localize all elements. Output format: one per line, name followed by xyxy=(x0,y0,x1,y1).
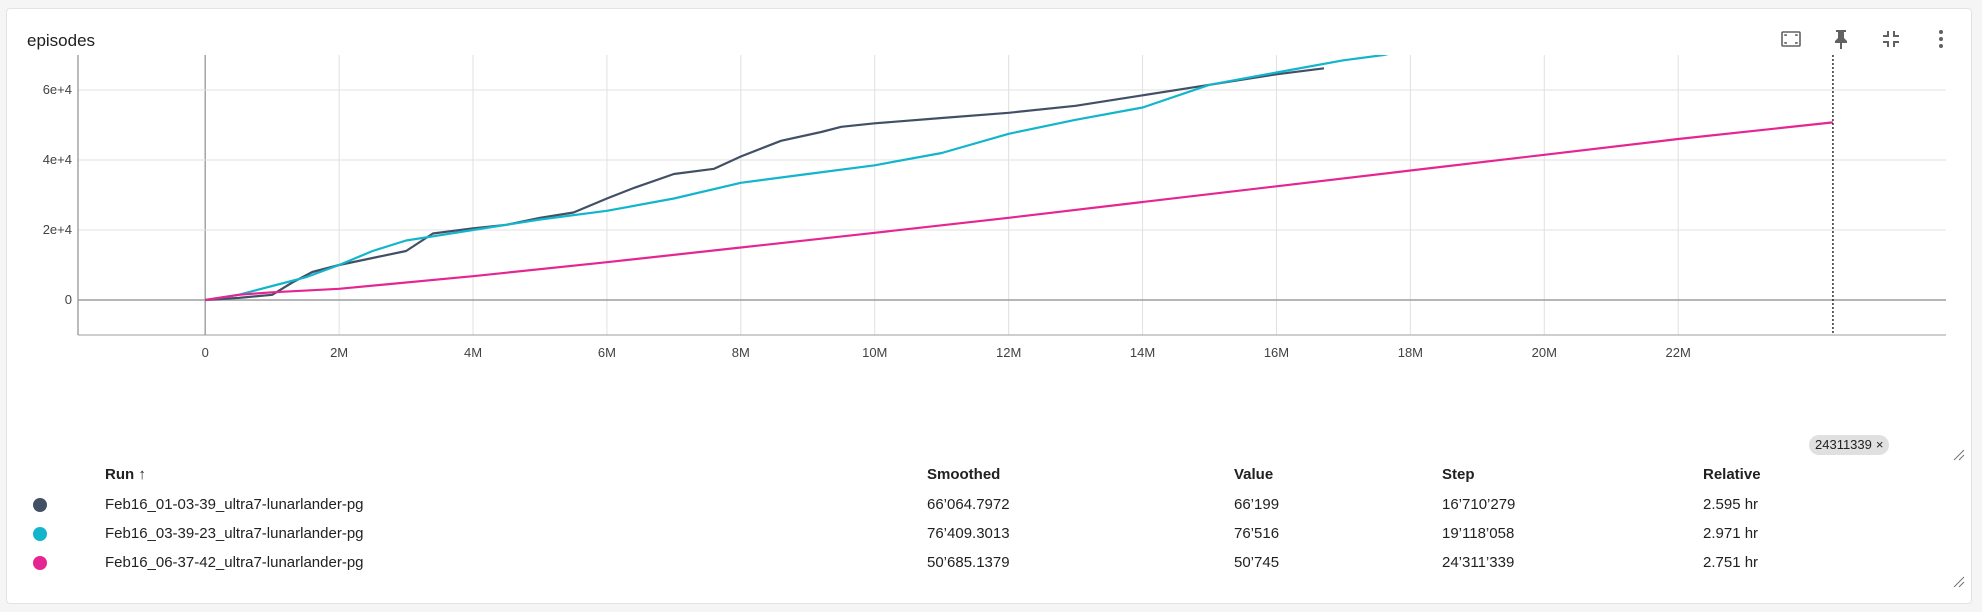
header-step[interactable]: Step xyxy=(1442,466,1475,483)
x-tick-label: 16M xyxy=(1264,345,1289,360)
header-relative[interactable]: Relative xyxy=(1703,466,1761,483)
cell-step: 24’311’339 xyxy=(1442,554,1515,571)
y-tick-label: 6e+4 xyxy=(43,82,72,97)
header-value[interactable]: Value xyxy=(1234,466,1274,483)
x-tick-label: 22M xyxy=(1666,345,1691,360)
hover-step-chip[interactable]: 24311339 × xyxy=(1809,435,1890,455)
x-tick-label: 18M xyxy=(1398,345,1423,360)
y-tick-label: 0 xyxy=(65,292,72,307)
cell-value: 50’745 xyxy=(1234,554,1280,571)
chart-card: episodes 0 2M 4M 6M 8M 10M 12M 14M 16M 1 xyxy=(6,8,1972,604)
cell-smoothed: 66’064.7972 xyxy=(927,496,1010,513)
x-tick-label: 14M xyxy=(1130,345,1155,360)
series-line-2[interactable] xyxy=(205,32,1485,302)
collapse-button[interactable] xyxy=(1877,25,1905,53)
line-chart[interactable]: 0 2M 4M 6M 8M 10M 12M 14M 16M 18M 20M 22M 0 2e+4 4e+4 6… xyxy=(7,9,1973,449)
table-resize-handle-icon[interactable] xyxy=(1953,576,1965,588)
cell-run: Feb16_03-39-23_ultra7-lunarlander-pg xyxy=(105,525,364,542)
x-tick-label: 4M xyxy=(464,345,482,360)
pin-button[interactable] xyxy=(1827,25,1855,53)
cell-run: Feb16_06-37-42_ultra7-lunarlander-pg xyxy=(105,554,364,571)
cell-relative: 2.971 hr xyxy=(1703,525,1759,542)
fit-to-screen-icon xyxy=(1781,31,1801,47)
collapse-icon xyxy=(1883,31,1899,47)
y-tick-label: 2e+4 xyxy=(43,222,72,237)
table-row[interactable]: Feb16_01-03-39_ultra7-lunarlander-pg 66’0… xyxy=(7,492,1973,518)
run-color-dot xyxy=(33,556,47,570)
more-vert-icon xyxy=(1939,30,1943,48)
run-color-dot xyxy=(33,498,47,512)
fit-to-screen-button[interactable] xyxy=(1777,25,1805,53)
more-options-button[interactable] xyxy=(1927,25,1955,53)
cell-step: 19’118’058 xyxy=(1442,525,1515,542)
resize-handle-icon[interactable] xyxy=(1953,449,1965,461)
chart-toolbar xyxy=(1777,25,1955,53)
x-tick-label: 6M xyxy=(598,345,616,360)
header-smoothed[interactable]: Smoothed xyxy=(927,466,1001,483)
close-icon[interactable]: × xyxy=(1875,437,1884,452)
header-run[interactable]: Run ↑ xyxy=(105,466,146,483)
x-tick-label: 12M xyxy=(996,345,1021,360)
x-tick-label: 8M xyxy=(732,345,750,360)
pin-icon xyxy=(1835,30,1847,49)
hover-step-label: 24311339 xyxy=(1815,437,1872,452)
run-color-dot xyxy=(33,527,47,541)
x-tick-label: 20M xyxy=(1532,345,1557,360)
cell-smoothed: 76’409.3013 xyxy=(927,525,1010,542)
x-tick-label: 2M xyxy=(330,345,348,360)
series-line-3[interactable] xyxy=(205,121,1834,302)
x-tick-label: 0 xyxy=(202,345,209,360)
cell-smoothed: 50’685.1379 xyxy=(927,554,1010,571)
cell-run: Feb16_01-03-39_ultra7-lunarlander-pg xyxy=(105,496,364,513)
table-row[interactable]: Feb16_06-37-42_ultra7-lunarlander-pg 50’6… xyxy=(7,550,1973,576)
cell-value: 76’516 xyxy=(1234,525,1280,542)
y-tick-label: 4e+4 xyxy=(43,152,72,167)
cell-step: 16’710’279 xyxy=(1442,496,1516,513)
cell-relative: 2.595 hr xyxy=(1703,496,1759,513)
x-tick-label: 10M xyxy=(862,345,887,360)
table-row[interactable]: Feb16_03-39-23_ultra7-lunarlander-pg 76’4… xyxy=(7,521,1973,547)
cell-value: 66’199 xyxy=(1234,496,1280,513)
cell-relative: 2.751 hr xyxy=(1703,554,1759,571)
card-title: episodes xyxy=(27,31,96,50)
